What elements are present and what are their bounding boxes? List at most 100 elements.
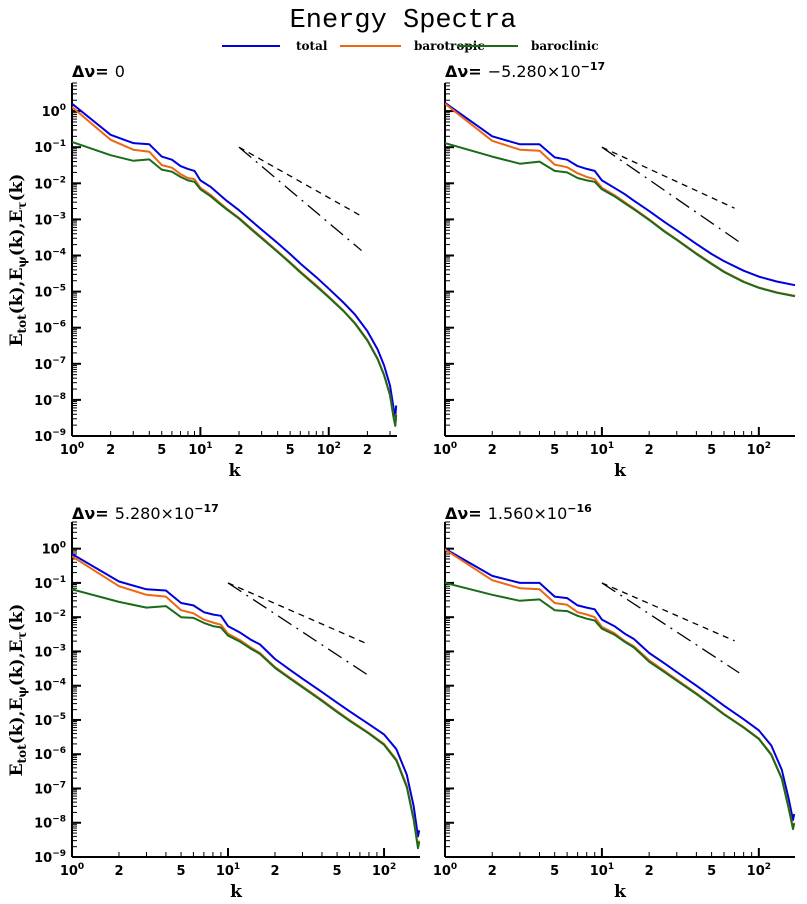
- panel-title: Δν= 1.560×10−16: [445, 502, 592, 523]
- y-tick-label: 10−2: [34, 175, 66, 192]
- x-tick-exponent: 1: [608, 441, 614, 451]
- x-tick-base: 2: [488, 864, 497, 879]
- x-tick-exponent: 2: [335, 441, 341, 451]
- panel-title-value: 0: [115, 62, 125, 81]
- x-tick-base: 2: [106, 443, 115, 458]
- series-group: [72, 553, 421, 850]
- y-tick-label: 100: [42, 541, 66, 558]
- panel-title-value: 5.280×10: [115, 504, 195, 523]
- x-tick-base: 2: [645, 864, 654, 879]
- x-tick-label: 5: [286, 443, 295, 458]
- reference-line-k-minus-2: [601, 146, 735, 209]
- series-group: [72, 102, 398, 427]
- y-tick-base: 10: [34, 782, 52, 797]
- y-axis-label-part: (k),E: [7, 210, 27, 257]
- panel-1: Δν= 010010−110−210−310−410−510−610−710−81…: [7, 62, 398, 481]
- x-tick-base: 5: [286, 443, 295, 458]
- x-tick-base: 2: [114, 864, 123, 879]
- panels: Δν= 010010−110−210−310−410−510−610−710−81…: [7, 60, 796, 902]
- y-tick-base: 10: [34, 851, 52, 866]
- x-tick-exponent: 0: [78, 441, 84, 451]
- y-tick-label: 10−1: [34, 575, 66, 592]
- legend: total barotropic baroclinic: [222, 39, 599, 53]
- x-tick-label: 5: [550, 864, 559, 879]
- x-tick-exponent: 0: [451, 441, 457, 451]
- series-line-total: [72, 102, 398, 418]
- panel-title: Δν= −5.280×10−17: [445, 60, 605, 81]
- y-tick-exponent: −8: [52, 815, 66, 825]
- x-tick-base: 2: [645, 443, 654, 458]
- x-tick-label: 5: [333, 864, 342, 879]
- y-tick-base: 10: [34, 177, 52, 192]
- y-tick-exponent: −4: [52, 678, 66, 688]
- panel-title-exponent: −17: [194, 502, 219, 515]
- x-tick-exponent: 2: [765, 862, 771, 872]
- x-tick-exponent: 2: [765, 441, 771, 451]
- x-tick-label: 2: [488, 443, 497, 458]
- y-tick-label: 10−5: [34, 712, 66, 729]
- y-tick-label: 10−6: [34, 746, 66, 763]
- y-tick-label: 10−1: [34, 139, 66, 156]
- legend-entry-total: total: [222, 39, 328, 53]
- x-tick-label: 102: [372, 862, 396, 879]
- x-tick-label: 101: [216, 862, 240, 879]
- x-tick-base: 10: [372, 864, 390, 879]
- series-line-baroclinic: [72, 588, 421, 850]
- y-tick-exponent: −7: [52, 356, 66, 366]
- x-tick-base: 10: [216, 864, 234, 879]
- x-tick-label: 2: [270, 864, 279, 879]
- y-tick-exponent: −1: [52, 575, 66, 585]
- series-line-barotropic: [445, 548, 796, 829]
- y-tick-exponent: −7: [52, 780, 66, 790]
- y-tick-label: 10−9: [34, 849, 66, 866]
- y-axis-label-part: (k): [7, 174, 27, 202]
- reference-line-k-minus-3: [601, 582, 740, 674]
- y-tick-label: 10−4: [34, 678, 66, 695]
- x-tick-base: 10: [60, 443, 78, 458]
- x-tick-label: 5: [707, 443, 716, 458]
- series-line-baroclinic: [445, 581, 796, 831]
- x-axis-label: k: [229, 461, 242, 481]
- y-tick-exponent: −6: [52, 746, 66, 756]
- y-axis-label-part: τ: [15, 631, 29, 639]
- reference-line-k-minus-3: [238, 146, 362, 252]
- x-tick-base: 2: [270, 864, 279, 879]
- panel-title-prefix: Δν=: [72, 62, 109, 81]
- series-group: [445, 101, 796, 298]
- x-tick-base: 5: [157, 443, 166, 458]
- y-tick-base: 10: [42, 105, 60, 120]
- y-tick-exponent: −2: [52, 175, 66, 185]
- x-tick-label: 5: [550, 443, 559, 458]
- x-tick-base: 2: [488, 443, 497, 458]
- x-tick-exponent: 2: [390, 862, 396, 872]
- x-tick-label: 5: [177, 864, 186, 879]
- y-tick-base: 10: [34, 430, 52, 445]
- panel-3: Δν= 5.280×10−1710010−110−210−310−410−510−…: [7, 502, 421, 902]
- y-tick-exponent: 0: [60, 103, 66, 113]
- y-tick-base: 10: [34, 748, 52, 763]
- x-tick-label: 5: [157, 443, 166, 458]
- y-axis-label-part: τ: [15, 201, 29, 209]
- y-tick-label: 10−3: [34, 643, 66, 660]
- x-tick-base: 5: [550, 864, 559, 879]
- x-tick-base: 10: [747, 443, 765, 458]
- x-tick-base: 10: [590, 864, 608, 879]
- y-tick-base: 10: [34, 213, 52, 228]
- y-axis-label-part: (k),E: [7, 268, 27, 315]
- panel-title-prefix: Δν=: [445, 504, 482, 523]
- x-tick-label: 2: [488, 864, 497, 879]
- y-tick-exponent: −5: [52, 284, 66, 294]
- y-tick-label: 10−8: [34, 392, 66, 409]
- x-tick-label: 2: [645, 443, 654, 458]
- x-tick-base: 10: [433, 443, 451, 458]
- y-axis-label-part: ψ: [15, 686, 29, 697]
- x-tick-exponent: 0: [78, 862, 84, 872]
- x-tick-label: 2: [645, 864, 654, 879]
- x-tick-label: 102: [317, 441, 341, 458]
- x-tick-label: 100: [433, 441, 457, 458]
- y-tick-base: 10: [34, 577, 52, 592]
- y-tick-base: 10: [34, 714, 52, 729]
- y-tick-base: 10: [34, 611, 52, 626]
- legend-entry-baroclinic: baroclinic: [457, 39, 599, 53]
